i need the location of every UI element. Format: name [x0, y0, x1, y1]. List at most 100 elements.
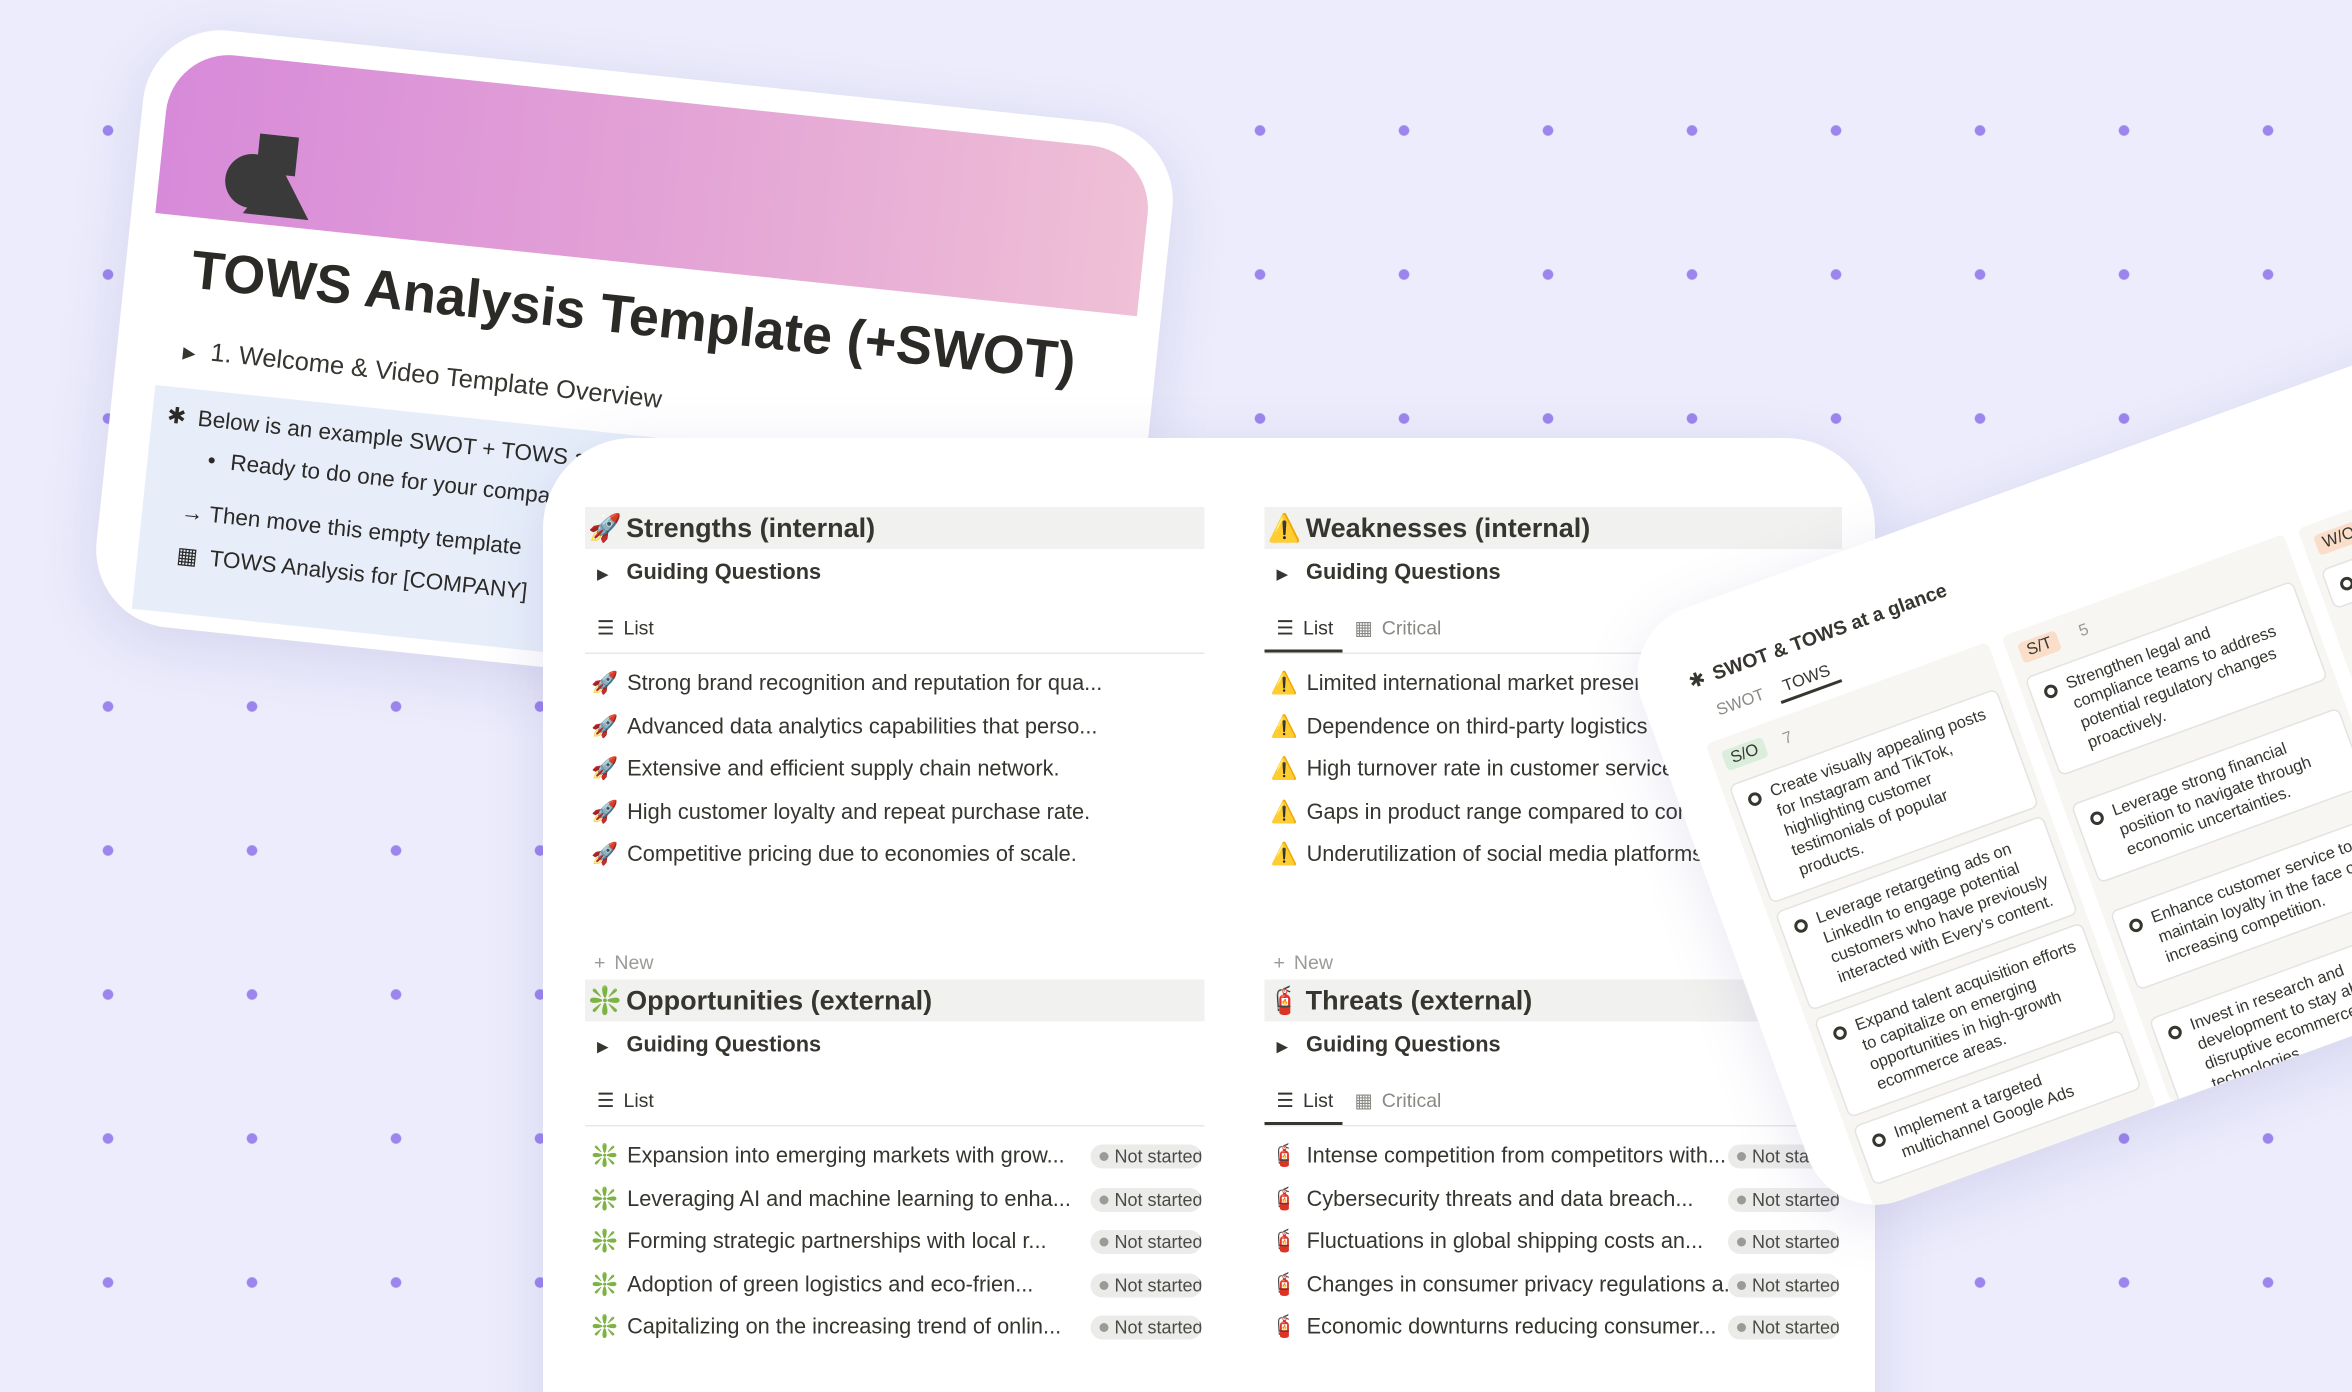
view-tabs: ☰ List ▦ Critical — [1264, 611, 1842, 654]
glance-tab[interactable]: TOWS — [1772, 656, 1843, 704]
status-pill: Not started — [1090, 1144, 1202, 1169]
item-text: Competitive pricing due to economies of … — [627, 843, 1077, 868]
toggle-arrow: ▶ — [1276, 1039, 1289, 1057]
status-pill: Not started — [1728, 1273, 1839, 1298]
guiding-toggle[interactable]: ▶ Guiding Questions — [597, 1034, 821, 1058]
quadrant-title: Opportunities (external) — [626, 985, 933, 1016]
item-icon: 🚀 — [591, 672, 619, 696]
swot-board-card: 🚀 Strengths (internal) ▶ Guiding Questions ☰… — [543, 438, 1875, 1392]
glance-tab[interactable]: SWOT — [1714, 686, 1767, 720]
item-text: High turnover rate in customer service s… — [1306, 757, 1727, 782]
guiding-text: Guiding Questions — [1306, 1033, 1501, 1058]
guiding-toggle[interactable]: ▶ Guiding Questions — [597, 561, 821, 585]
list-item[interactable]: ⚠️ Limited international market presence. — [1271, 663, 1843, 705]
item-text: Advanced data analytics capabilities tha… — [627, 714, 1098, 739]
item-icon: ❇️ — [591, 1230, 619, 1255]
status-pill: Not started — [1728, 1230, 1839, 1255]
quadrant-header: ❇️ Opportunities (external) — [585, 979, 1205, 1022]
item-icon: ⚠️ — [1270, 757, 1298, 782]
list-item[interactable]: 🚀 Extensive and efficient supply chain ne… — [591, 749, 1205, 791]
toggle-arrow: ▶ — [1276, 567, 1289, 584]
view-tab[interactable]: ☰ List — [1264, 1083, 1343, 1125]
item-icon: 🧯 — [1270, 1273, 1298, 1298]
list-item[interactable]: 🧯 Changes in consumer privacy regulations… — [1271, 1264, 1843, 1306]
view-icon: ☰ — [597, 616, 615, 640]
item-text: Strong brand recognition and reputation … — [627, 672, 1103, 696]
list-item[interactable]: 🧯 Fluctuations in global shipping costs a… — [1271, 1221, 1843, 1263]
status-pill: Not started — [1728, 1316, 1839, 1341]
view-name: List — [623, 1089, 654, 1112]
template-page-card: TOWS Analysis Template (+SWOT) ▶ 1. Welco… — [88, 22, 1181, 728]
toggle-arrow: ▶ — [597, 567, 609, 584]
list-item[interactable]: ⚠️ Underutilization of social media platf… — [1271, 835, 1843, 877]
plus-icon: + — [1273, 951, 1285, 974]
list-item[interactable]: 🧯 Cybersecurity threats and data breach..… — [1271, 1178, 1843, 1220]
quadrant-header: 🚀 Strengths (internal) — [585, 507, 1205, 549]
quadrant-icon: 🧯 — [1267, 985, 1302, 1016]
item-icon: 🧯 — [1270, 1316, 1298, 1341]
view-name: List — [1302, 616, 1334, 640]
view-tabs: ☰ List — [585, 611, 1205, 654]
view-icon: ▦ — [1354, 1089, 1373, 1112]
item-text: Underutilization of social media platfor… — [1306, 843, 1710, 868]
guiding-toggle[interactable]: ▶ Guiding Questions — [1277, 561, 1501, 585]
item-icon: ⚠️ — [1270, 714, 1298, 739]
list-item[interactable]: ❇️ Capitalizing on the increasing trend o… — [591, 1307, 1205, 1349]
view-icon: ☰ — [597, 1089, 615, 1112]
guiding-text: Guiding Questions — [626, 1033, 822, 1058]
item-text: Fluctuations in global shipping costs an… — [1306, 1230, 1704, 1255]
list-item[interactable]: 🚀 Strong brand recognition and reputation… — [591, 663, 1205, 705]
list-item[interactable]: ❇️ Forming strategic partnerships with lo… — [591, 1221, 1205, 1263]
item-text: Forming strategic partnerships with loca… — [627, 1230, 1047, 1255]
new-button[interactable]: + New — [1274, 951, 1333, 974]
plus-icon: + — [594, 951, 606, 974]
guiding-text: Guiding Questions — [1306, 561, 1501, 585]
list-item[interactable]: 🧯 Intense competition from competitors wi… — [1271, 1136, 1843, 1178]
quadrant-icon: 🚀 — [588, 513, 622, 543]
page-icon — [225, 133, 309, 221]
column-count: 7 — [1780, 728, 1796, 749]
list-item[interactable]: 🧯 Economic downturns reducing consumer...… — [1271, 1307, 1843, 1349]
status-pill: Not started — [1090, 1316, 1202, 1341]
view-tab[interactable]: ☰ List — [585, 1083, 663, 1122]
list-item[interactable]: ❇️ Leveraging AI and machine learning to … — [591, 1178, 1205, 1220]
item-icon: ❇️ — [591, 1316, 619, 1341]
list-item[interactable]: 🚀 High customer loyalty and repeat purcha… — [591, 792, 1205, 834]
view-tab[interactable]: ☰ List — [1264, 611, 1343, 653]
column-count: 5 — [2076, 620, 2092, 641]
quadrant-title: Threats (external) — [1305, 985, 1533, 1016]
item-text: Adoption of green logistics and eco-frie… — [627, 1273, 1034, 1298]
view-tab[interactable]: ▦ Critical — [1342, 611, 1450, 650]
view-name: Critical — [1381, 1089, 1442, 1112]
list-item[interactable]: ❇️ Expansion into emerging markets with g… — [591, 1136, 1205, 1178]
view-name: List — [1302, 1089, 1334, 1112]
status-pill: Not started — [1090, 1187, 1202, 1212]
list-item[interactable]: ⚠️ High turnover rate in customer service… — [1271, 749, 1843, 791]
item-icon: ⚠️ — [1270, 672, 1298, 696]
item-text: Expansion into emerging markets with gro… — [627, 1144, 1065, 1169]
guiding-toggle[interactable]: ▶ Guiding Questions — [1277, 1034, 1501, 1058]
list-item[interactable]: 🚀 Advanced data analytics capabilities th… — [591, 706, 1205, 748]
list-item[interactable]: 🚀 Competitive pricing due to economies of… — [591, 835, 1205, 877]
quadrant-icon: ⚠️ — [1267, 513, 1302, 543]
view-tab[interactable]: ▦ Critical — [1342, 1083, 1450, 1122]
item-text: Changes in consumer privacy regulations … — [1306, 1273, 1742, 1298]
toggle-arrow: ▶ — [597, 1039, 609, 1057]
view-icon: ▦ — [1354, 616, 1373, 640]
view-tabs: ☰ List ▦ Critical — [1264, 1083, 1842, 1127]
item-icon: 🚀 — [591, 800, 619, 825]
view-name: Critical — [1381, 616, 1442, 640]
item-icon: 🚀 — [591, 757, 619, 782]
item-text: Leveraging AI and machine learning to en… — [627, 1187, 1071, 1212]
item-icon: ❇️ — [591, 1187, 619, 1212]
list-item[interactable]: ❇️ Adoption of green logistics and eco-fr… — [591, 1264, 1205, 1306]
view-icon: ☰ — [1276, 1089, 1294, 1112]
item-icon: ❇️ — [591, 1144, 619, 1169]
quadrant-header: ⚠️ Weaknesses (internal) — [1264, 507, 1842, 549]
new-button[interactable]: + New — [594, 951, 653, 974]
view-tab[interactable]: ☰ List — [585, 611, 663, 650]
status-pill: Not started — [1090, 1230, 1202, 1255]
item-icon: ❇️ — [591, 1273, 619, 1298]
